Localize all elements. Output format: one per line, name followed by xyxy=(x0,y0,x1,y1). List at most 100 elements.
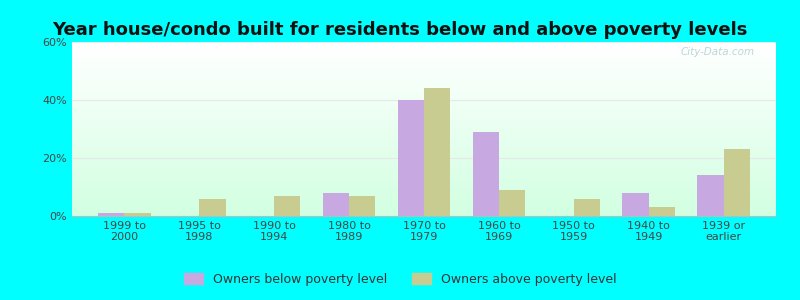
Bar xyxy=(72,59,776,61)
Bar xyxy=(72,96,776,98)
Bar xyxy=(72,209,776,211)
Bar xyxy=(72,185,776,186)
Legend: Owners below poverty level, Owners above poverty level: Owners below poverty level, Owners above… xyxy=(179,268,621,291)
Bar xyxy=(72,113,776,115)
Bar xyxy=(72,122,776,124)
Bar xyxy=(72,103,776,105)
Bar xyxy=(72,145,776,146)
Bar xyxy=(622,193,649,216)
Bar xyxy=(72,207,776,209)
Bar xyxy=(72,46,776,47)
Bar xyxy=(72,150,776,152)
Bar xyxy=(72,204,776,206)
Bar xyxy=(72,101,776,103)
Bar xyxy=(72,64,776,66)
Bar xyxy=(723,149,750,216)
Bar xyxy=(72,133,776,134)
Bar xyxy=(72,98,776,99)
Bar xyxy=(398,100,424,216)
Bar xyxy=(72,112,776,113)
Bar xyxy=(72,63,776,64)
Bar xyxy=(72,92,776,94)
Bar xyxy=(72,199,776,200)
Bar xyxy=(72,82,776,84)
Bar xyxy=(72,70,776,72)
Bar xyxy=(72,115,776,117)
Bar xyxy=(72,140,776,141)
Bar xyxy=(72,157,776,159)
Bar xyxy=(72,134,776,136)
Bar xyxy=(72,117,776,118)
Bar xyxy=(72,124,776,125)
Bar xyxy=(199,199,226,216)
Bar xyxy=(72,79,776,80)
Bar xyxy=(72,212,776,214)
Bar xyxy=(72,110,776,112)
Bar xyxy=(72,183,776,185)
Bar xyxy=(72,87,776,89)
Bar xyxy=(72,131,776,133)
Bar xyxy=(72,160,776,162)
Bar xyxy=(72,118,776,120)
Bar xyxy=(72,42,776,44)
Bar xyxy=(473,132,499,216)
Bar xyxy=(72,179,776,181)
Bar xyxy=(72,138,776,140)
Bar xyxy=(72,94,776,96)
Bar xyxy=(72,106,776,108)
Bar xyxy=(72,125,776,127)
Bar xyxy=(72,167,776,169)
Bar xyxy=(72,91,776,92)
Bar xyxy=(72,56,776,58)
Bar xyxy=(72,146,776,148)
Bar xyxy=(72,108,776,110)
Bar xyxy=(72,99,776,101)
Bar xyxy=(72,66,776,68)
Bar xyxy=(72,188,776,190)
Bar xyxy=(72,162,776,164)
Bar xyxy=(72,192,776,194)
Bar xyxy=(72,197,776,199)
Bar xyxy=(72,195,776,197)
Bar xyxy=(72,164,776,166)
Bar xyxy=(125,213,150,216)
Bar xyxy=(72,200,776,202)
Bar xyxy=(72,166,776,167)
Bar xyxy=(72,72,776,73)
Bar xyxy=(72,171,776,172)
Bar xyxy=(274,196,301,216)
Bar xyxy=(698,176,723,216)
Bar xyxy=(72,155,776,157)
Bar xyxy=(72,44,776,46)
Bar xyxy=(72,85,776,87)
Bar xyxy=(72,190,776,192)
Bar xyxy=(72,49,776,51)
Bar xyxy=(72,52,776,54)
Bar xyxy=(649,207,675,216)
Bar xyxy=(72,89,776,91)
Bar xyxy=(72,51,776,52)
Bar xyxy=(72,181,776,183)
Bar xyxy=(72,54,776,56)
Bar xyxy=(72,80,776,82)
Bar xyxy=(72,58,776,59)
Bar xyxy=(72,169,776,171)
Bar xyxy=(72,136,776,138)
Bar xyxy=(72,77,776,79)
Bar xyxy=(72,105,776,106)
Bar xyxy=(349,196,375,216)
Bar xyxy=(424,88,450,216)
Text: City-Data.com: City-Data.com xyxy=(681,47,755,57)
Bar xyxy=(72,68,776,70)
Bar xyxy=(72,141,776,143)
Bar xyxy=(72,47,776,49)
Bar xyxy=(72,153,776,155)
Bar xyxy=(72,143,776,145)
Bar xyxy=(72,73,776,75)
Bar xyxy=(72,159,776,160)
Bar xyxy=(72,186,776,188)
Text: Year house/condo built for residents below and above poverty levels: Year house/condo built for residents bel… xyxy=(52,21,748,39)
Bar xyxy=(323,193,349,216)
Bar xyxy=(72,194,776,195)
Bar xyxy=(574,199,600,216)
